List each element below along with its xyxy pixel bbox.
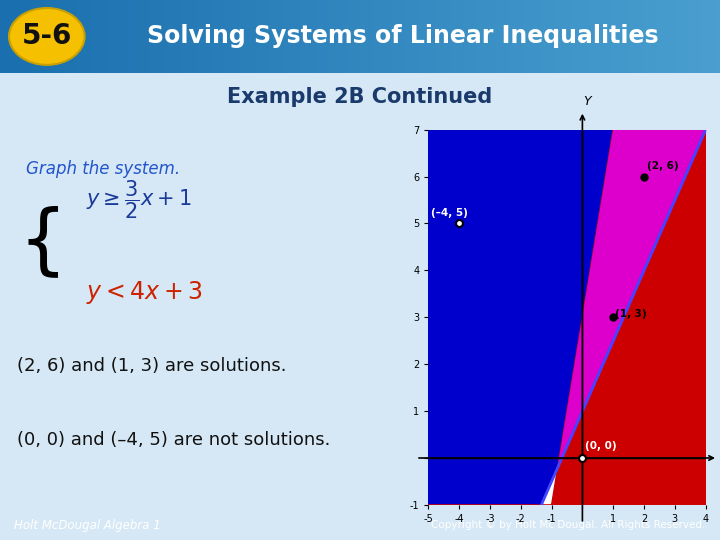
- Text: Y: Y: [583, 96, 591, 109]
- Text: Graph the system.: Graph the system.: [26, 160, 180, 178]
- Text: (2, 6) and (1, 3) are solutions.: (2, 6) and (1, 3) are solutions.: [17, 357, 287, 375]
- Text: {: {: [19, 205, 68, 279]
- Text: (0, 0) and (–4, 5) are not solutions.: (0, 0) and (–4, 5) are not solutions.: [17, 431, 330, 449]
- Text: 5-6: 5-6: [22, 23, 72, 50]
- Ellipse shape: [9, 8, 85, 65]
- Text: Holt McDougal Algebra 1: Holt McDougal Algebra 1: [14, 518, 161, 532]
- Text: Copyright © by Holt Mc Dougal. All Rights Reserved.: Copyright © by Holt Mc Dougal. All Right…: [431, 520, 706, 530]
- Text: $y \geq \dfrac{3}{2}x+1$: $y \geq \dfrac{3}{2}x+1$: [86, 178, 192, 220]
- Text: (–4, 5): (–4, 5): [431, 208, 468, 218]
- Text: Solving Systems of Linear Inequalities: Solving Systems of Linear Inequalities: [148, 24, 659, 49]
- Text: (1, 3): (1, 3): [615, 309, 647, 319]
- Text: $y < 4x + 3$: $y < 4x + 3$: [86, 279, 203, 306]
- Text: Example 2B Continued: Example 2B Continued: [228, 87, 492, 107]
- Text: (0, 0): (0, 0): [585, 441, 617, 450]
- Text: (2, 6): (2, 6): [647, 161, 679, 172]
